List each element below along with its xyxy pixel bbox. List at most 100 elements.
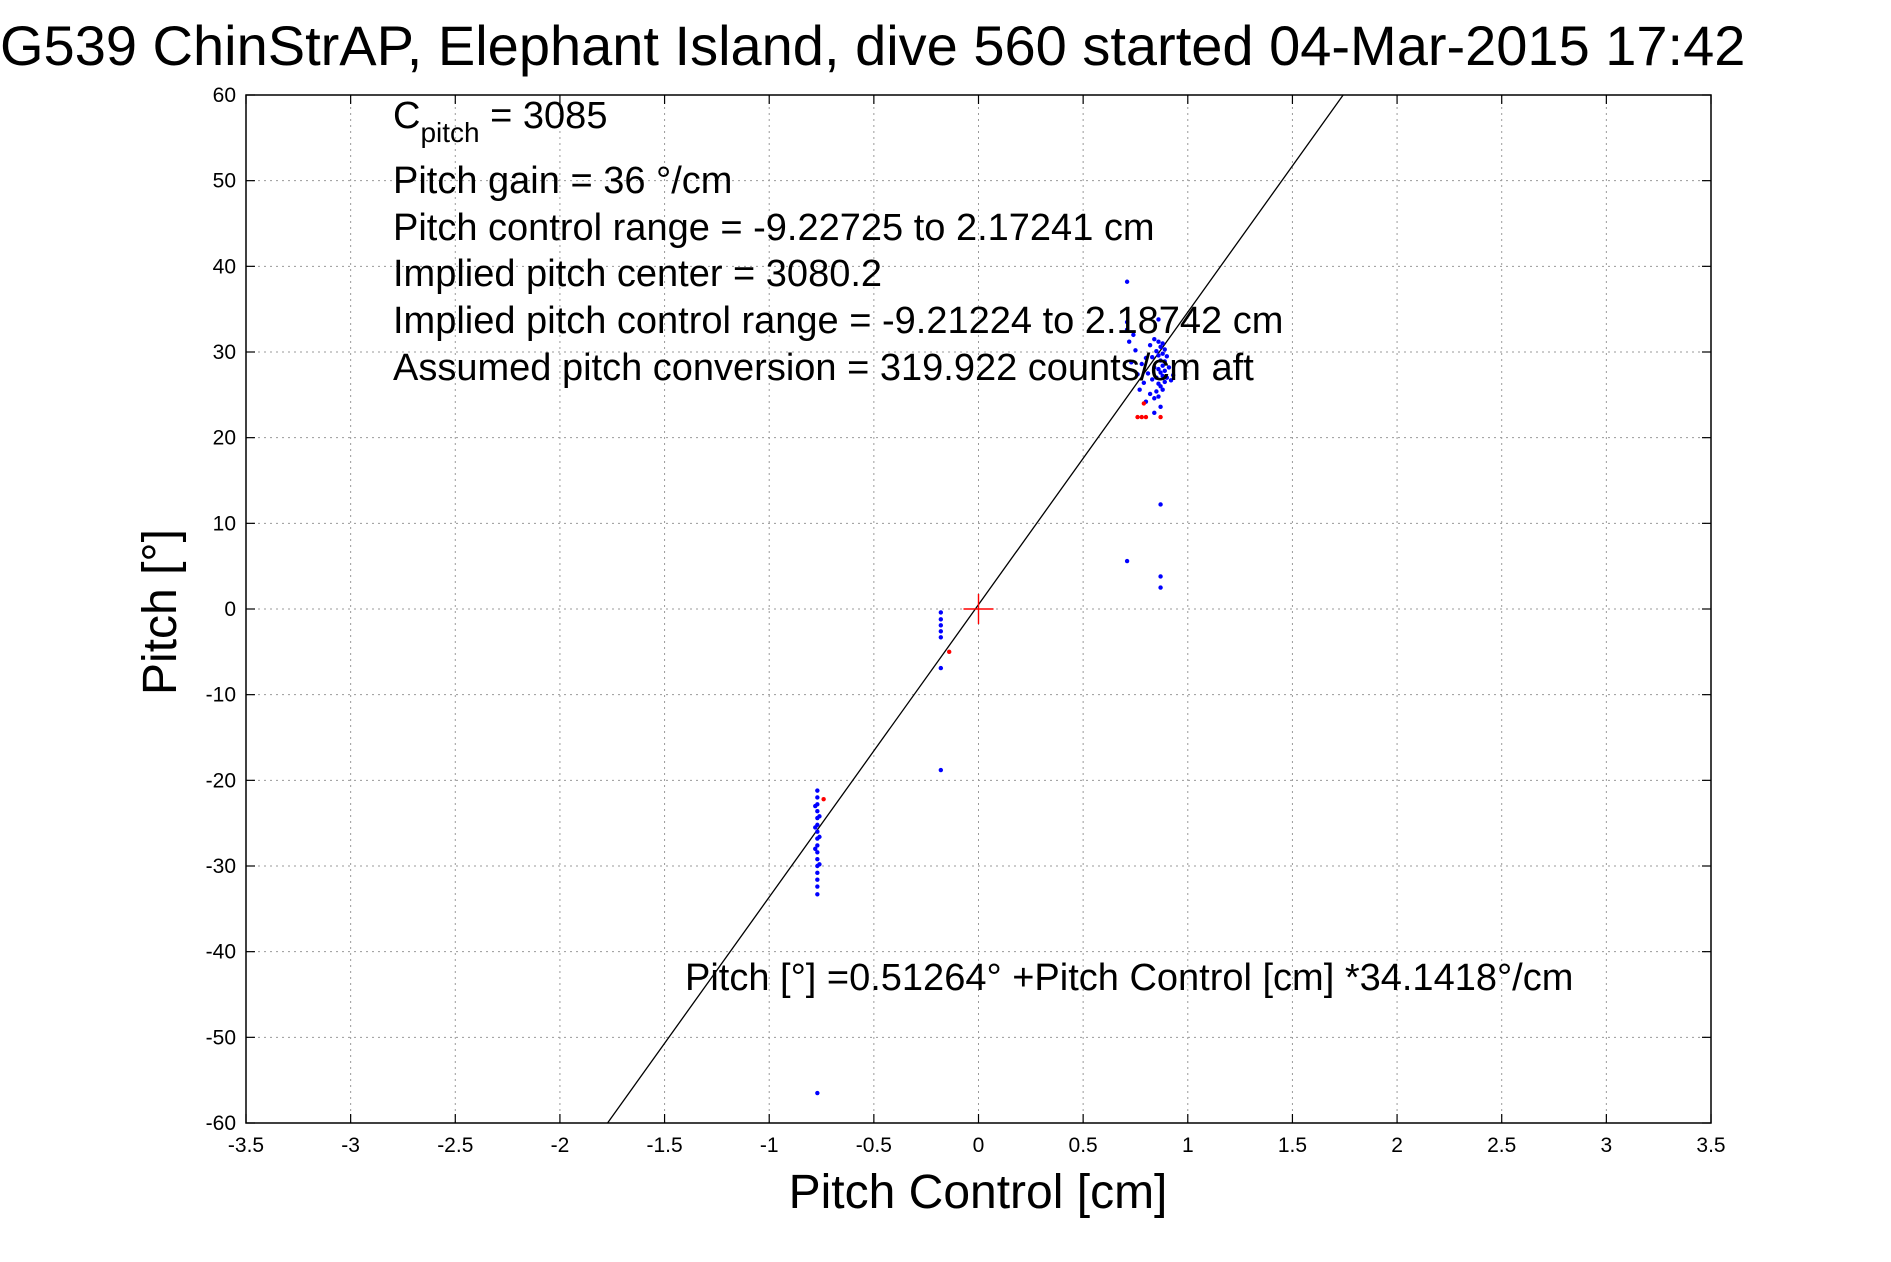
data-point — [1160, 373, 1165, 379]
data-point — [815, 850, 820, 855]
x-tick-label: 1 — [1182, 1134, 1194, 1157]
data-point — [1154, 389, 1159, 394]
data-point — [1162, 368, 1167, 374]
data-point — [1158, 502, 1163, 507]
data-point — [1145, 371, 1151, 376]
data-point — [1162, 347, 1167, 352]
data-point — [1170, 372, 1176, 378]
data-point — [821, 796, 826, 802]
y-tick-labels: -60 -50 -40 -30 -20 -10 0 10 20 30 40 50 60 — [206, 84, 236, 1135]
data-point — [1154, 348, 1159, 354]
x-tick-label: 3 — [1601, 1134, 1613, 1157]
data-point — [1160, 387, 1165, 392]
data-point — [1156, 339, 1161, 344]
data-point — [1152, 396, 1157, 401]
x-tick-label: 2 — [1391, 1134, 1403, 1157]
data-point — [1158, 585, 1163, 590]
x-tick-label: 1.5 — [1278, 1134, 1307, 1157]
data-point — [1158, 370, 1163, 375]
data-point — [1139, 361, 1144, 367]
data-point — [1162, 359, 1167, 364]
data-point — [1156, 366, 1161, 372]
data-point — [1135, 414, 1140, 420]
data-point — [1158, 358, 1163, 363]
data-point — [1124, 279, 1130, 284]
data-point — [1124, 327, 1130, 332]
data-point — [1158, 344, 1163, 350]
x-tick-label: -1 — [760, 1134, 779, 1157]
y-axis-label: Pitch [°] — [134, 529, 187, 695]
data-point — [1154, 375, 1159, 380]
data-point — [938, 635, 944, 640]
data-point — [1168, 378, 1174, 383]
data-point — [1164, 354, 1170, 359]
x-tick-label: -3.5 — [228, 1134, 264, 1157]
data-point — [1143, 355, 1149, 361]
annotation-c-pitch: Cpitch = 3085 — [393, 95, 607, 148]
data-point — [1126, 339, 1132, 344]
y-tick-label: 20 — [213, 427, 236, 450]
data-point — [1143, 414, 1149, 420]
data-point — [1131, 332, 1136, 338]
y-tick-label: -40 — [206, 941, 236, 964]
x-tick-labels: -3.5 -3 -2.5 -2 -1.5 -1 -0.5 0 0.5 1 1.5 2 2.5 3 3.5 — [228, 1134, 1726, 1157]
data-point — [1150, 377, 1155, 382]
y-tick-label: -60 — [206, 1112, 236, 1135]
annotation-c-symbol: C — [393, 95, 420, 137]
y-tick-label: 40 — [213, 255, 236, 278]
data-point — [938, 610, 944, 615]
y-tick-label: -10 — [206, 684, 236, 707]
data-point — [1156, 394, 1161, 399]
x-tick-label: -1.5 — [646, 1134, 682, 1157]
y-tick-label: -20 — [206, 769, 236, 792]
x-tick-label: 0.5 — [1069, 1134, 1098, 1157]
data-point — [1164, 375, 1170, 380]
data-point — [1152, 410, 1157, 416]
data-point — [1139, 414, 1144, 420]
y-tick-label: 10 — [213, 512, 236, 535]
data-point — [1156, 317, 1161, 322]
annotation-c-subscript: pitch — [420, 117, 479, 148]
y-tick-label: -30 — [206, 855, 236, 878]
annotation-assumed-pitch-conversion: Assumed pitch conversion = 319.922 count… — [393, 347, 1254, 389]
data-point — [817, 862, 822, 867]
data-point — [813, 803, 818, 809]
x-tick-label: 0 — [973, 1134, 985, 1157]
x-tick-label: -0.5 — [856, 1134, 892, 1157]
data-point — [1141, 401, 1147, 406]
data-point — [815, 870, 820, 876]
axis-ticks — [245, 94, 1712, 1124]
data-point — [1150, 354, 1155, 360]
data-point — [817, 834, 822, 840]
data-point — [1124, 558, 1130, 564]
x-tick-label: -2.5 — [437, 1134, 473, 1157]
annotation-pitch-gain: Pitch gain = 36 °/cm — [393, 160, 732, 202]
data-point — [938, 629, 944, 634]
data-point — [815, 877, 820, 882]
annotation-implied-pitch-control-range: Implied pitch control range = -9.21224 t… — [393, 300, 1283, 342]
annotation-c-value: = 3085 — [480, 95, 608, 137]
data-point — [815, 795, 820, 800]
data-point — [815, 843, 820, 848]
data-point — [938, 767, 944, 773]
y-tick-label: 0 — [224, 598, 236, 621]
data-point — [1158, 384, 1163, 389]
data-point — [815, 1090, 820, 1096]
x-tick-label: -2 — [551, 1134, 570, 1157]
data-point — [815, 788, 820, 793]
data-point — [1162, 379, 1167, 385]
annotations: Cpitch = 3085 Pitch gain = 36 °/cm Pitch… — [393, 95, 1573, 999]
data-point — [1135, 372, 1140, 377]
chart-title: G539 ChinStrAP, Elephant Island, dive 56… — [0, 14, 1745, 77]
data-point — [1152, 336, 1157, 342]
x-tick-label: 3.5 — [1696, 1134, 1725, 1157]
y-tick-label: 30 — [213, 341, 236, 364]
data-point — [815, 892, 820, 897]
data-point — [938, 623, 944, 628]
center-marker-group — [963, 594, 994, 624]
data-point — [938, 617, 944, 622]
data-point — [1158, 404, 1163, 410]
data-point — [1158, 574, 1163, 579]
